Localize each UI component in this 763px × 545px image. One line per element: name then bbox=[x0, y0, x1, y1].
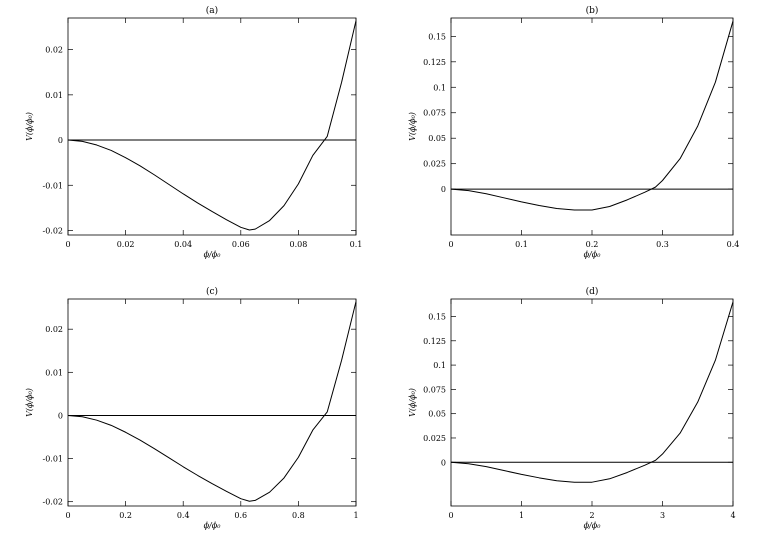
y-tick-label: 0 bbox=[441, 185, 446, 194]
chart-title: (c) bbox=[206, 286, 218, 297]
plot-frame bbox=[450, 298, 734, 507]
x-tick-label: 0.1 bbox=[515, 240, 528, 249]
y-tick-label: 0.025 bbox=[423, 434, 446, 443]
chart-panel-0: (a) 0 0.02 0.04 0.06 0.08 0.1 -0.02 -0.01 0 0.01 0.… bbox=[25, 5, 362, 259]
potential-curve bbox=[68, 20, 356, 231]
chart-panel-3: (d) 0 1 2 3 4 0 0.025 0.05 0.075 0.1 0.125 0.15 ϕ/ϕ₀ V… bbox=[408, 286, 736, 530]
x-tick-label: 0.06 bbox=[232, 240, 250, 249]
x-tick-label: 0.8 bbox=[292, 511, 305, 520]
x-tick-label: 4 bbox=[730, 511, 735, 520]
x-tick-label: 0 bbox=[448, 511, 453, 520]
x-tick-label: 1 bbox=[353, 511, 358, 520]
x-tick-label: 0 bbox=[65, 240, 70, 249]
y-tick-label: 0 bbox=[441, 458, 446, 467]
potential-curve bbox=[68, 301, 356, 502]
chart-title: (d) bbox=[586, 286, 599, 297]
plot-frame bbox=[67, 298, 357, 507]
x-tick-label: 0.4 bbox=[177, 511, 190, 520]
y-tick-label: 0.025 bbox=[423, 160, 446, 169]
y-tick-label: 0.02 bbox=[45, 46, 63, 55]
y-tick-label: -0.02 bbox=[42, 498, 63, 507]
y-tick-label: 0.075 bbox=[423, 385, 446, 394]
y-tick-label: 0.1 bbox=[433, 83, 446, 92]
x-tick-label: 2 bbox=[589, 511, 594, 520]
y-tick-label: 0.15 bbox=[428, 32, 446, 41]
x-axis-label: ϕ/ϕ₀ bbox=[204, 250, 222, 259]
x-tick-label: 0.04 bbox=[174, 240, 192, 249]
potential-curve bbox=[451, 20, 733, 211]
x-tick-label: 0.1 bbox=[350, 240, 363, 249]
y-tick-label: 0.1 bbox=[433, 361, 446, 370]
x-tick-label: 3 bbox=[660, 511, 665, 520]
y-tick-label: 0.125 bbox=[423, 58, 446, 67]
x-tick-label: 0.6 bbox=[234, 511, 247, 520]
y-tick-label: -0.01 bbox=[42, 181, 63, 190]
y-tick-label: 0.075 bbox=[423, 109, 446, 118]
x-axis-label: ϕ/ϕ₀ bbox=[584, 250, 602, 259]
y-tick-label: -0.02 bbox=[42, 226, 63, 235]
x-tick-label: 0.02 bbox=[117, 240, 135, 249]
y-tick-label: 0 bbox=[58, 136, 63, 145]
chart-title: (a) bbox=[206, 5, 218, 16]
x-tick-label: 1 bbox=[519, 511, 524, 520]
y-axis-label: V(ϕ/ϕ₀) bbox=[25, 388, 34, 417]
x-tick-label: 0.3 bbox=[656, 240, 669, 249]
x-tick-label: 0.2 bbox=[119, 511, 132, 520]
plot-frame bbox=[67, 17, 357, 236]
x-axis-label: ϕ/ϕ₀ bbox=[584, 521, 602, 530]
chart-panel-2: (c) 0 0.2 0.4 0.6 0.8 1 -0.02 -0.01 0 0.01 0.02 ϕ/ϕ₀… bbox=[25, 286, 359, 530]
x-tick-label: 0.2 bbox=[586, 240, 599, 249]
y-tick-label: 0.05 bbox=[428, 134, 446, 143]
y-tick-label: 0.125 bbox=[423, 337, 446, 346]
x-tick-label: 0 bbox=[448, 240, 453, 249]
y-tick-label: 0 bbox=[58, 411, 63, 420]
x-axis-label: ϕ/ϕ₀ bbox=[204, 521, 222, 530]
x-tick-label: 0.4 bbox=[727, 240, 740, 249]
chart-panel-1: (b) 0 0.1 0.2 0.3 0.4 0 0.025 0.05 0.075 0.1 0.125 0… bbox=[408, 5, 739, 259]
chart-title: (b) bbox=[586, 5, 599, 16]
x-tick-label: 0.08 bbox=[289, 240, 307, 249]
y-tick-label: 0.01 bbox=[45, 368, 63, 377]
y-tick-label: 0.01 bbox=[45, 91, 63, 100]
y-axis-label: V(ϕ/ϕ₀) bbox=[408, 112, 417, 141]
plot-frame bbox=[450, 17, 734, 236]
x-tick-label: 0 bbox=[65, 511, 70, 520]
y-tick-label: 0.05 bbox=[428, 410, 446, 419]
y-tick-label: -0.01 bbox=[42, 455, 63, 464]
potential-curve bbox=[451, 301, 733, 483]
y-axis-label: V(ϕ/ϕ₀) bbox=[25, 112, 34, 141]
y-tick-label: 0.15 bbox=[428, 312, 446, 321]
y-axis-label: V(ϕ/ϕ₀) bbox=[408, 388, 417, 417]
y-tick-label: 0.02 bbox=[45, 325, 63, 334]
